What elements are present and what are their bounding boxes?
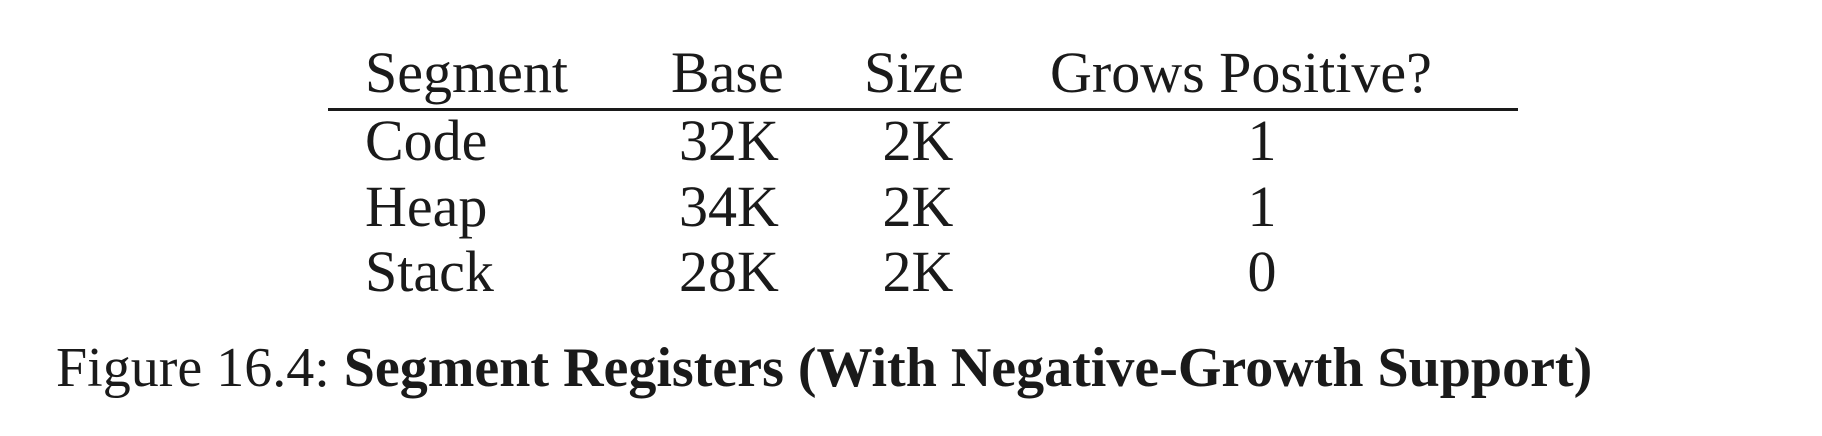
row-code-base: 32K — [679, 108, 779, 173]
header-grows-positive: Grows Positive? — [1050, 40, 1432, 105]
row-stack-size: 2K — [882, 239, 954, 304]
row-heap-segment: Heap — [365, 174, 488, 239]
row-heap-grows: 1 — [1247, 174, 1277, 239]
figure-caption: Figure 16.4: Segment Registers (With Neg… — [56, 340, 1592, 396]
row-code-grows: 1 — [1247, 108, 1277, 173]
row-heap-size: 2K — [882, 174, 954, 239]
figure-title: Segment Registers (With Negative-Growth … — [343, 337, 1593, 399]
figure-label: Figure 16.4: — [56, 337, 330, 399]
header-segment: Segment — [365, 40, 568, 105]
header-rule — [328, 108, 1518, 111]
row-code-segment: Code — [365, 108, 488, 173]
row-stack-segment: Stack — [365, 239, 494, 304]
row-heap-base: 34K — [679, 174, 779, 239]
header-base: Base — [671, 40, 784, 105]
row-stack-base: 28K — [679, 239, 779, 304]
row-stack-grows: 0 — [1247, 239, 1277, 304]
row-code-size: 2K — [882, 108, 954, 173]
header-size: Size — [864, 40, 964, 105]
